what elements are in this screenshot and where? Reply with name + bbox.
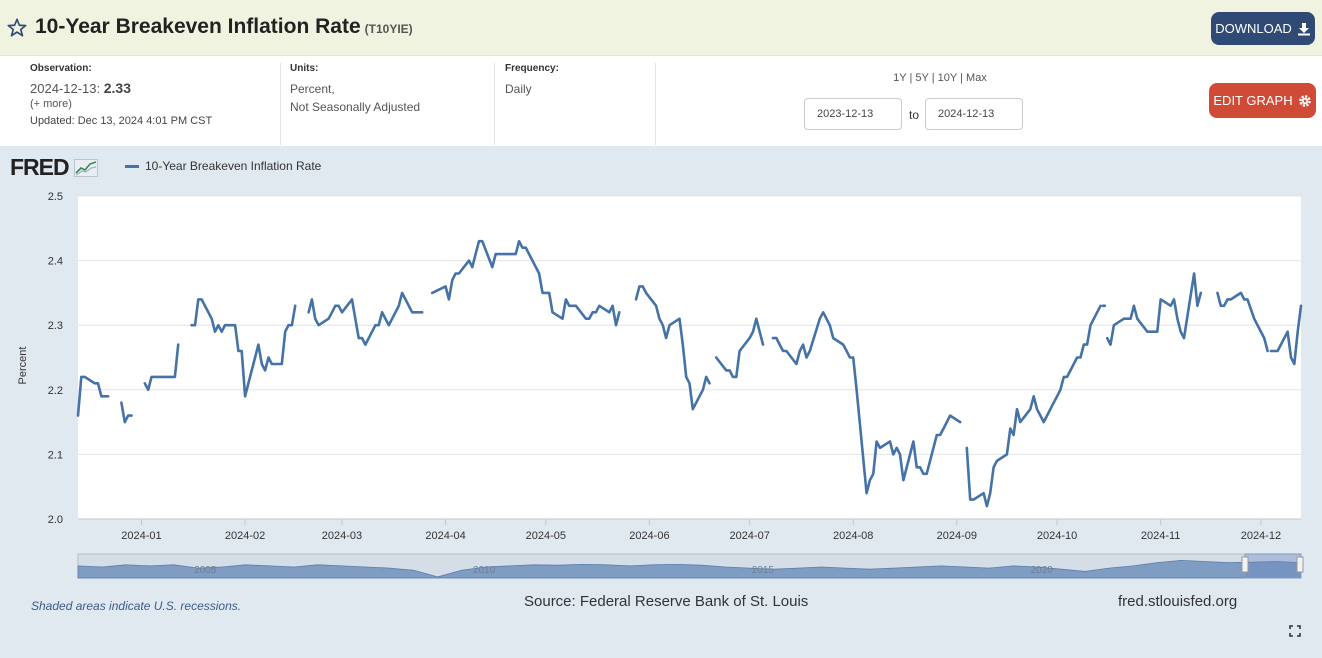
site-link[interactable]: fred.stlouisfed.org: [1118, 593, 1238, 610]
source-text: Source: Federal Reserve Bank of St. Loui…: [524, 593, 809, 610]
range-selector: 1Y | 5Y | 10Y | Max: [893, 72, 987, 84]
line-chart: 2.0 2.1 2.2 2.3 2.4 2.5 2024-01 2024-02 2024-03 2…: [17, 191, 1304, 579]
legend-label: 10-Year Breakeven Inflation Rate: [145, 159, 322, 173]
observation-date: 2024-12-13:: [30, 81, 101, 96]
gear-icon: [1298, 94, 1311, 107]
x-tick-label: 2024-04: [425, 530, 465, 542]
units-block: Units: Percent, Not Seasonally Adjusted: [290, 63, 495, 145]
observation-value: 2.33: [103, 80, 131, 96]
navigator-handle[interactable]: [1296, 556, 1304, 573]
y-tick-label: 2.5: [48, 191, 63, 203]
x-tick-label: 2024-07: [729, 530, 769, 542]
units-label: Units:: [290, 63, 319, 74]
units-line-1: Percent,: [290, 82, 335, 96]
x-tick-label: 2024-12: [1241, 530, 1281, 542]
units-line-2: Not Seasonally Adjusted: [290, 100, 421, 114]
updated-text: Updated: Dec 13, 2024 4:01 PM CST: [30, 115, 213, 127]
page-title: 10-Year Breakeven Inflation Rate (T10YIE): [35, 15, 413, 39]
range-5y[interactable]: 5Y: [915, 72, 929, 84]
download-icon: [1297, 22, 1310, 35]
x-tick-label: 2024-05: [526, 530, 566, 542]
x-tick-label: 2024-01: [121, 530, 161, 542]
series-line: [307, 291, 424, 346]
series-title: 10-Year Breakeven Inflation Rate: [35, 15, 361, 38]
frequency-block: Frequency: Daily: [505, 63, 656, 145]
navigator-year-label: 2015: [752, 565, 775, 576]
series-line: [120, 401, 133, 424]
series-line: [190, 298, 297, 398]
x-tick-label: 2024-11: [1141, 530, 1181, 542]
range-max[interactable]: Max: [966, 72, 987, 84]
series-line: [1269, 304, 1303, 366]
observation-block: Observation: 2024-12-13: 2.33 (+ more) U…: [30, 63, 281, 145]
series-line: [634, 285, 711, 411]
legend-swatch: [125, 164, 139, 168]
frequency-value: Daily: [505, 82, 532, 96]
series-line: [1105, 272, 1203, 346]
series-line: [1216, 291, 1269, 353]
more-link[interactable]: (+ more): [30, 98, 72, 110]
x-tick-label: 2024-08: [833, 530, 873, 542]
star-icon[interactable]: [6, 17, 28, 39]
trend-icon: [74, 159, 99, 177]
navigator-year-label: 2020: [1031, 565, 1054, 576]
series-line: [965, 304, 1102, 508]
x-tick-label: 2024-06: [629, 530, 669, 542]
navigator-area: [77, 559, 1302, 579]
series-id: (T10YIE): [364, 22, 413, 36]
to-label: to: [909, 108, 920, 122]
y-tick-label: 2.2: [48, 385, 63, 397]
navigator-year-label: 2010: [473, 565, 496, 576]
x-tick-label: 2024-09: [937, 530, 977, 542]
y-tick-label: 2.3: [48, 320, 63, 332]
navigator-selection: [1244, 553, 1302, 579]
recession-note: Shaded areas indicate U.S. recessions.: [31, 599, 242, 613]
series-line: [76, 375, 110, 417]
observation-line: 2024-12-13: 2.33: [30, 80, 280, 96]
observation-label: Observation:: [30, 63, 92, 74]
x-tick-label: 2024-10: [1037, 530, 1077, 542]
y-tick-label: 2.0: [48, 514, 63, 526]
series-line: [771, 311, 962, 495]
edit-graph-button[interactable]: EDIT GRAPH: [1209, 83, 1316, 118]
range-10y[interactable]: 10Y: [937, 72, 958, 84]
title-bar: 10-Year Breakeven Inflation Rate (T10YIE)…: [0, 0, 1322, 56]
chart-legend: 10-Year Breakeven Inflation Rate: [125, 159, 321, 173]
fullscreen-icon[interactable]: [1289, 625, 1301, 637]
x-tick-label: 2024-03: [322, 530, 362, 542]
navigator-year-label: 2005: [194, 565, 217, 576]
edit-graph-label: EDIT GRAPH: [1213, 93, 1293, 108]
plot-layer: 2.0 2.1 2.2 2.3 2.4 2.5 2024-01 2024-02 2024-03 2…: [17, 191, 1303, 542]
start-date-input[interactable]: 2023-12-13: [804, 98, 902, 130]
navigator[interactable]: 2005 2010 2015 2020: [77, 553, 1304, 579]
fred-logo: FRED: [10, 154, 99, 181]
download-label: DOWNLOAD: [1215, 21, 1292, 36]
y-axis-label: Percent: [17, 347, 29, 385]
y-tick-label: 2.4: [48, 256, 63, 268]
download-button[interactable]: DOWNLOAD: [1211, 12, 1315, 45]
series-line: [143, 343, 180, 392]
fred-logo-text: FRED: [10, 154, 70, 180]
frequency-label: Frequency:: [505, 63, 559, 74]
x-tick-label: 2024-02: [225, 530, 265, 542]
range-1y[interactable]: 1Y: [893, 72, 907, 84]
y-tick-label: 2.1: [48, 449, 63, 461]
navigator-handle[interactable]: [1241, 556, 1249, 573]
series-line: [430, 239, 621, 327]
end-date-input[interactable]: 2024-12-13: [925, 98, 1023, 130]
series-line: [714, 317, 765, 379]
